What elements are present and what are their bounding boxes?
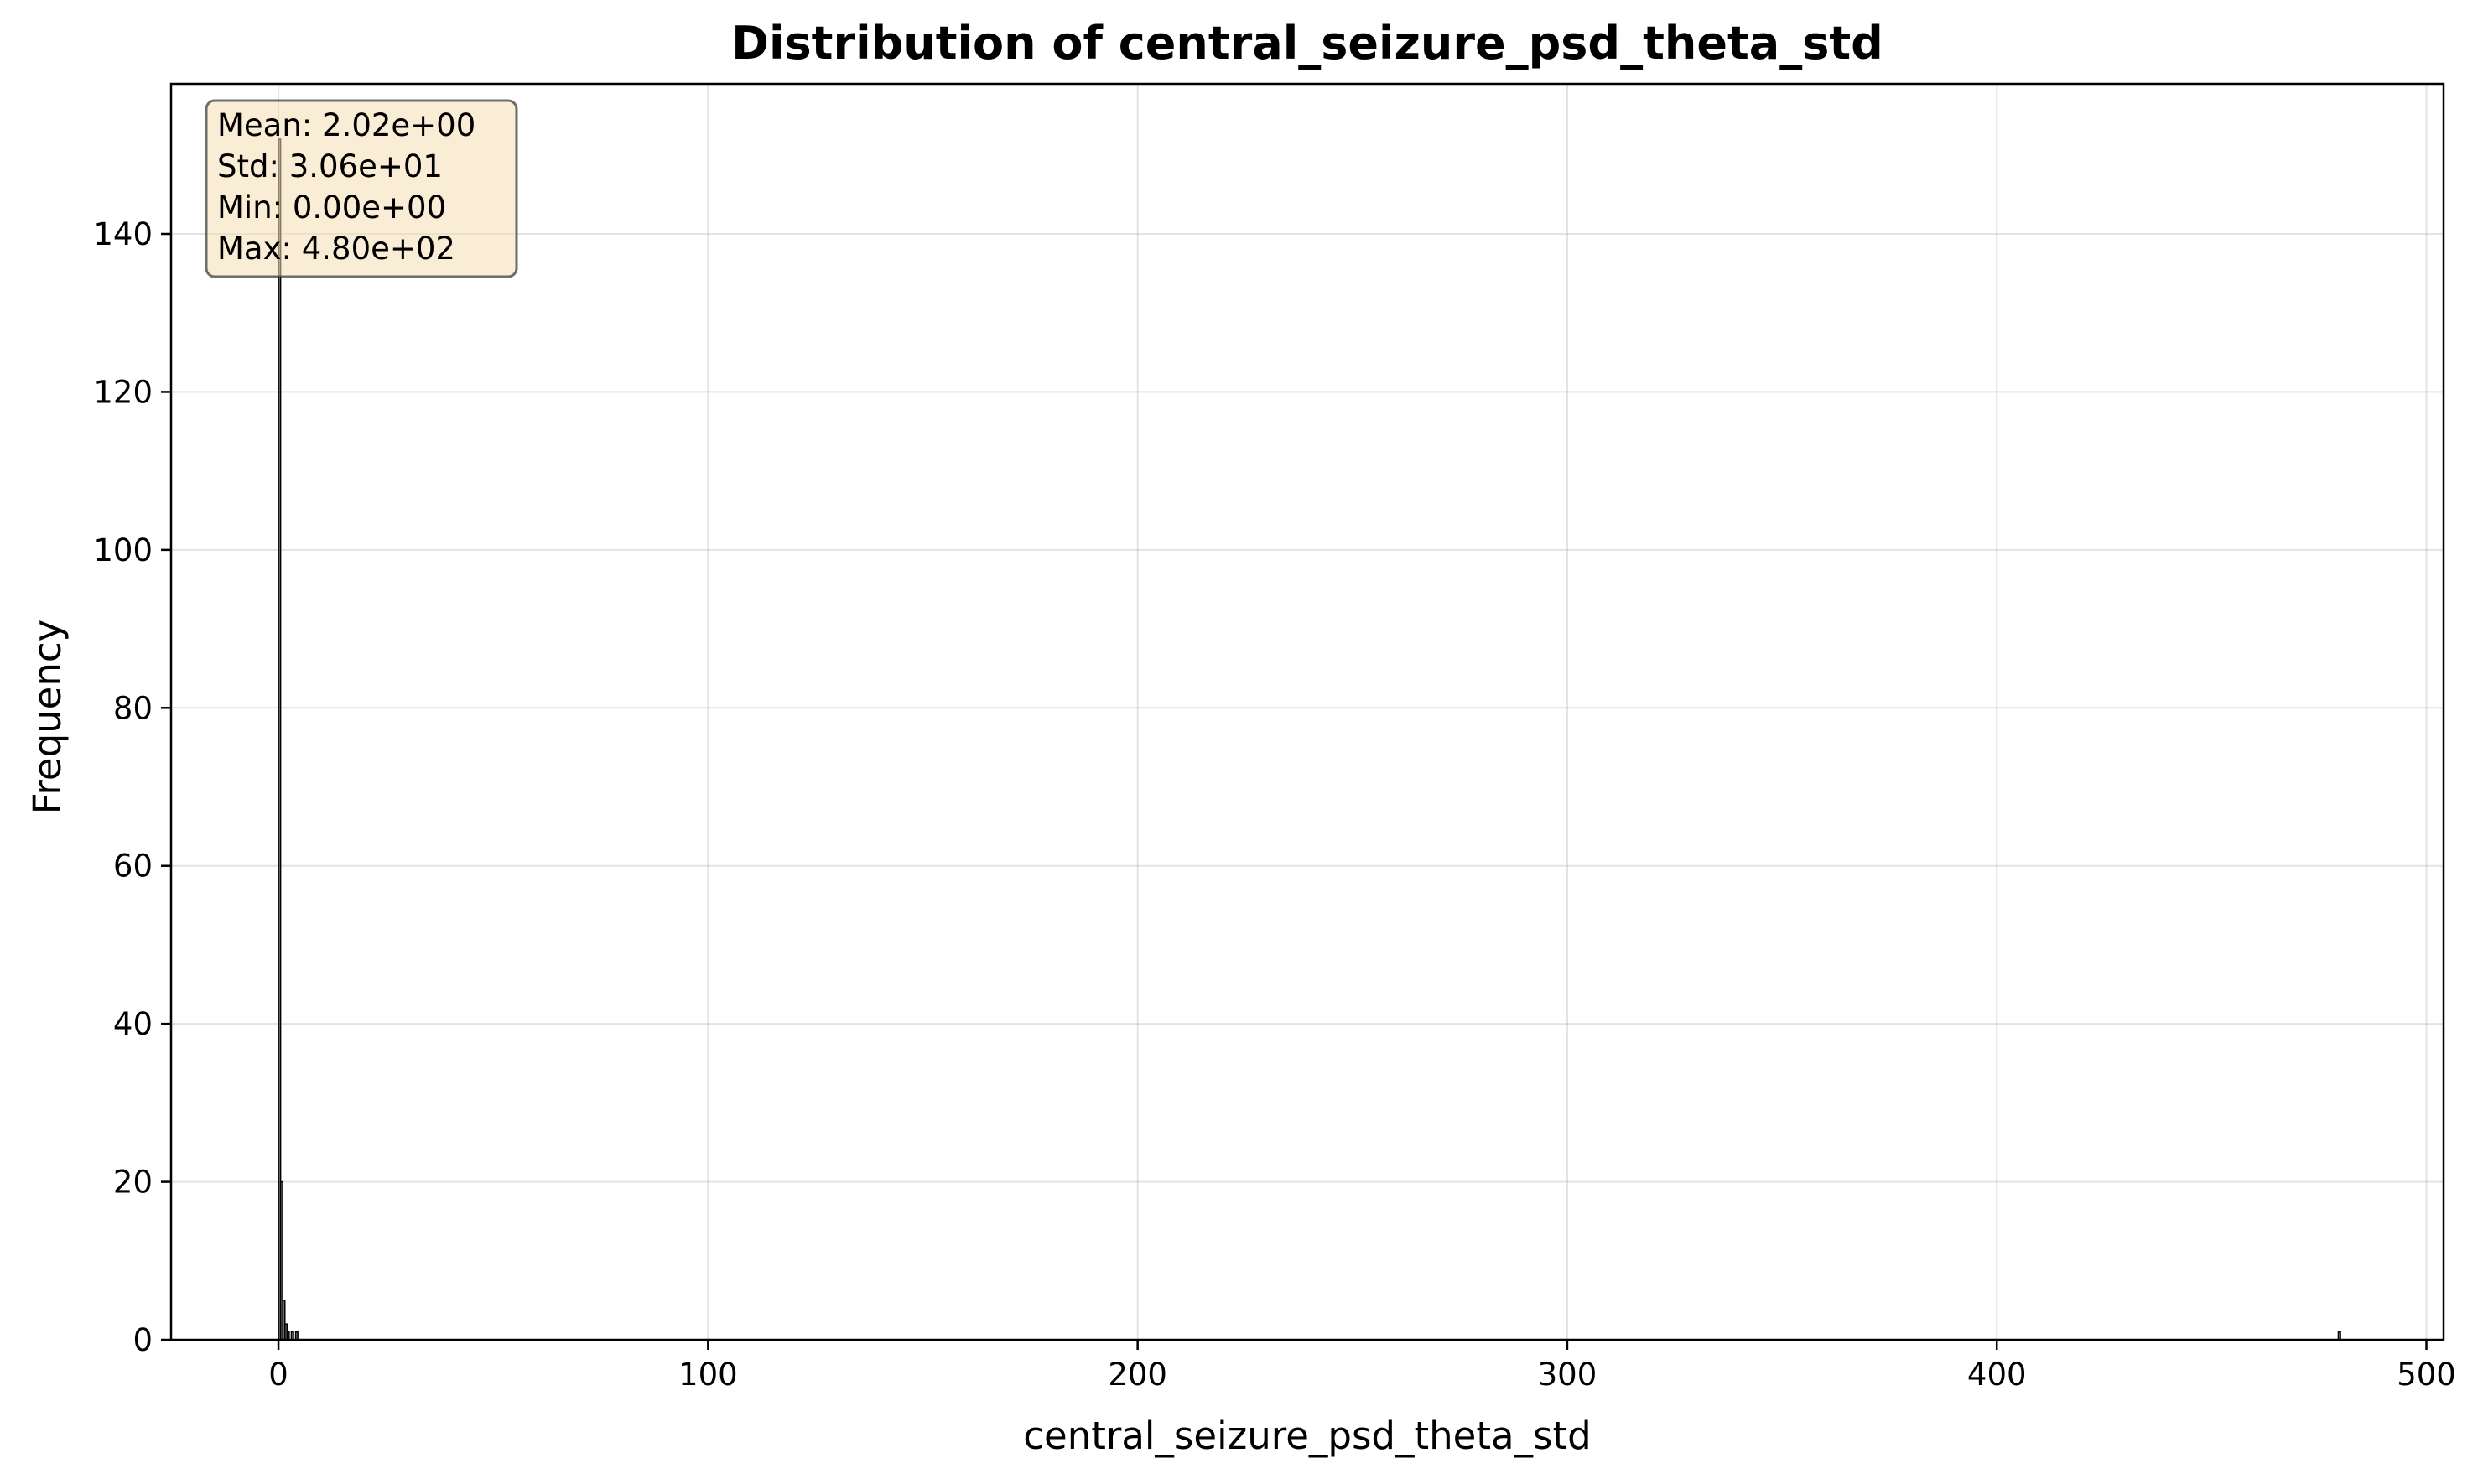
x-axis-label: central_seizure_psd_theta_std [1023, 1414, 1591, 1458]
y-tick-label: 40 [113, 1006, 153, 1042]
stats-max: Max: 4.80e+02 [217, 231, 455, 267]
y-tick-label: 140 [93, 216, 153, 252]
y-tick-label: 80 [113, 690, 153, 726]
y-tick-label: 0 [132, 1322, 153, 1358]
histogram-bar [278, 138, 282, 1341]
grid-lines [171, 84, 2444, 1341]
chart-title: Distribution of central_seizure_psd_thet… [731, 17, 1883, 70]
histogram-bar [294, 1331, 299, 1341]
x-tick-label: 300 [1538, 1357, 1597, 1393]
histogram-bar [2337, 1331, 2341, 1341]
x-axis-ticks: 0 100 200 300 400 500 [268, 1340, 2456, 1393]
stats-box: Mean: 2.02e+00 Std: 3.06e+01 Min: 0.00e+… [205, 99, 518, 278]
y-tick-label: 100 [93, 532, 153, 568]
stats-mean: Mean: 2.02e+00 [217, 107, 475, 143]
stats-std: Std: 3.06e+01 [217, 148, 443, 184]
plot-frame [169, 82, 2445, 1341]
stats-min: Min: 0.00e+00 [217, 189, 446, 226]
x-tick-label: 500 [2397, 1357, 2456, 1393]
histogram-bar [286, 1331, 290, 1341]
y-tick-label: 120 [93, 374, 153, 410]
histogram-bar [290, 1331, 294, 1341]
y-tick-label: 60 [113, 848, 153, 885]
y-tick-label: 20 [113, 1165, 153, 1201]
y-axis-ticks: 0 20 40 60 80 100 120 140 [93, 216, 171, 1358]
y-axis-label: Frequency [25, 620, 70, 814]
stats-box-background [205, 99, 518, 278]
x-tick-label: 0 [268, 1357, 288, 1393]
x-tick-label: 100 [678, 1357, 738, 1393]
x-tick-label: 400 [1967, 1357, 2027, 1393]
x-tick-label: 200 [1108, 1357, 1167, 1393]
